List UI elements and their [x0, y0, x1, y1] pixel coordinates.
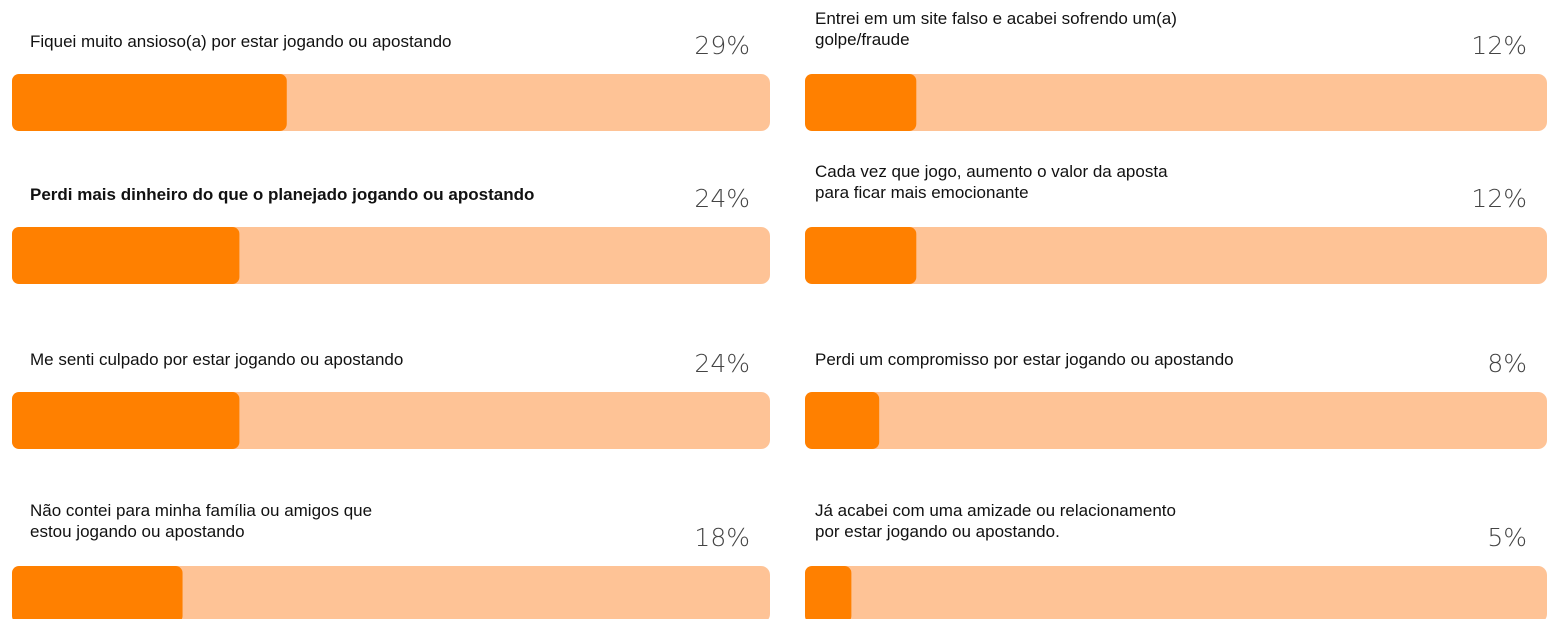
bar-label: por estar jogando ou apostando. — [815, 522, 1060, 541]
value-label: 8% — [1487, 349, 1527, 378]
bar-label: Já acabei com uma amizade ou relacioname… — [815, 501, 1176, 520]
bar — [805, 227, 917, 284]
bar-track — [805, 392, 1547, 449]
value-label: 24% — [694, 349, 750, 378]
bar — [12, 392, 240, 449]
value-label: 12% — [1471, 31, 1527, 60]
bar — [805, 566, 852, 619]
bar — [12, 566, 183, 619]
value-label: 5% — [1487, 523, 1527, 552]
bar — [12, 227, 240, 284]
bar-label: Cada vez que jogo, aumento o valor da ap… — [815, 162, 1168, 181]
bar-label: Me senti culpado por estar jogando ou ap… — [30, 350, 403, 369]
bar-label: Não contei para minha família ou amigos … — [30, 501, 372, 520]
bar-label: Entrei em um site falso e acabei sofrend… — [815, 9, 1177, 28]
bar-label: para ficar mais emocionante — [815, 183, 1029, 202]
bar-track — [12, 566, 770, 619]
value-label: 18% — [694, 523, 750, 552]
bar — [12, 74, 287, 131]
bar-label: golpe/fraude — [815, 30, 910, 49]
value-label: 29% — [694, 31, 750, 60]
bar-label: Perdi um compromisso por estar jogando o… — [815, 350, 1234, 369]
value-label: 12% — [1471, 184, 1527, 213]
bar — [805, 74, 917, 131]
value-label: 24% — [694, 184, 750, 213]
bar-label: Fiquei muito ansioso(a) por estar jogand… — [30, 32, 452, 51]
bar-track — [805, 566, 1547, 619]
bar-track — [805, 227, 1547, 284]
bar — [805, 392, 880, 449]
bar-track — [805, 74, 1547, 131]
bar-label: estou jogando ou apostando — [30, 522, 245, 541]
bar-label: Perdi mais dinheiro do que o planejado j… — [30, 185, 534, 204]
